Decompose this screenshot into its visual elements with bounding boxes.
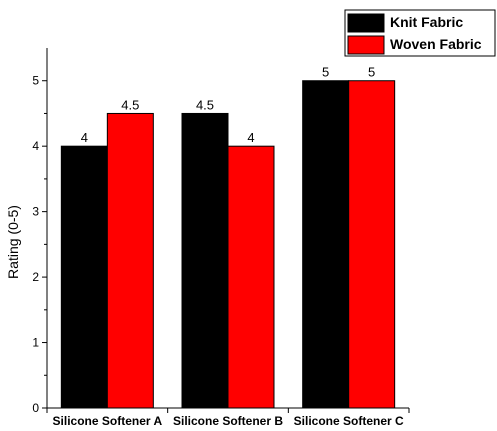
- legend-swatch: [347, 13, 385, 33]
- x-tick-label: Silicone Softener C: [294, 414, 404, 428]
- legend-label: Woven Fabric: [390, 36, 482, 52]
- bar: [181, 112, 229, 409]
- data-label: 4.5: [121, 97, 139, 112]
- y-tick-label: 3: [32, 205, 39, 219]
- x-tick-label: Silicone Softener A: [53, 414, 163, 428]
- bar: [348, 80, 396, 409]
- legend-label: Knit Fabric: [390, 14, 463, 30]
- y-tick-label: 5: [32, 74, 39, 88]
- data-label: 4: [81, 130, 88, 145]
- y-tick-label: 4: [32, 139, 39, 153]
- plot-area: 4 4.5 4.5 4 5 5: [60, 65, 396, 409]
- y-axis: 0 1 2 3 4 5: [32, 48, 48, 415]
- y-axis-title: Rating (0-5): [5, 205, 21, 279]
- bar: [302, 80, 350, 409]
- y-tick-label: 2: [32, 270, 39, 284]
- data-label: 4: [247, 130, 254, 145]
- x-axis: Silicone Softener A Silicone Softener B Si…: [46, 407, 410, 428]
- data-label: 5: [322, 65, 329, 80]
- bar: [106, 112, 154, 409]
- data-label: 5: [368, 65, 375, 80]
- bar: [60, 145, 108, 409]
- bar: [227, 145, 275, 409]
- x-tick-label: Silicone Softener B: [173, 414, 283, 428]
- legend: Knit Fabric Woven Fabric: [344, 9, 496, 57]
- y-tick-label: 1: [32, 336, 39, 350]
- data-label: 4.5: [196, 97, 214, 112]
- legend-swatch: [347, 35, 385, 55]
- y-tick-label: 0: [32, 401, 39, 415]
